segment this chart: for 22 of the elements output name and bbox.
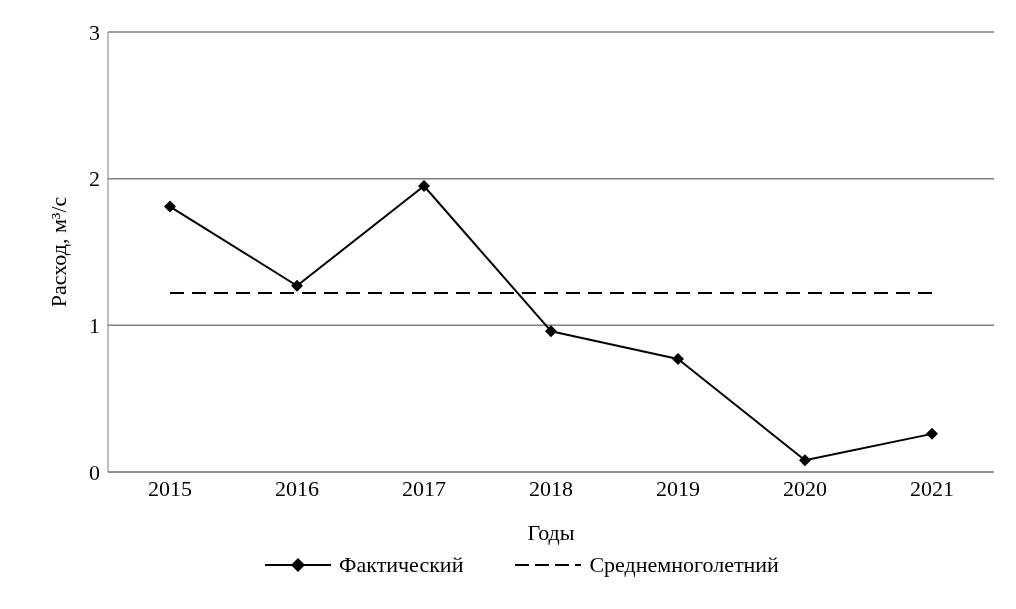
x-tick-label: 2021 [910,475,954,501]
x-tick-label: 2015 [148,475,192,501]
legend-label: Среднемноголетний [589,552,779,578]
x-tick-label: 2020 [783,475,827,501]
x-tick-label: 2018 [529,475,573,501]
point [672,353,684,366]
point [926,427,938,440]
legend-label: Фактический [339,552,464,578]
y-tick-label: 2 [89,166,100,192]
x-tick-label: 2016 [275,475,319,501]
x-axis-title: Годы [527,520,575,545]
y-axis-title: Расход, м³/с [45,196,71,308]
y-tick-label: 1 [89,313,100,339]
x-tick-label: 2019 [656,475,700,501]
point [164,200,176,213]
y-tick-label: 0 [89,459,100,485]
point [418,180,430,192]
point [799,454,811,467]
x-tick-label: 2017 [402,475,446,501]
point [291,279,303,292]
point [545,325,557,338]
y-tick-label: 3 [89,19,100,45]
